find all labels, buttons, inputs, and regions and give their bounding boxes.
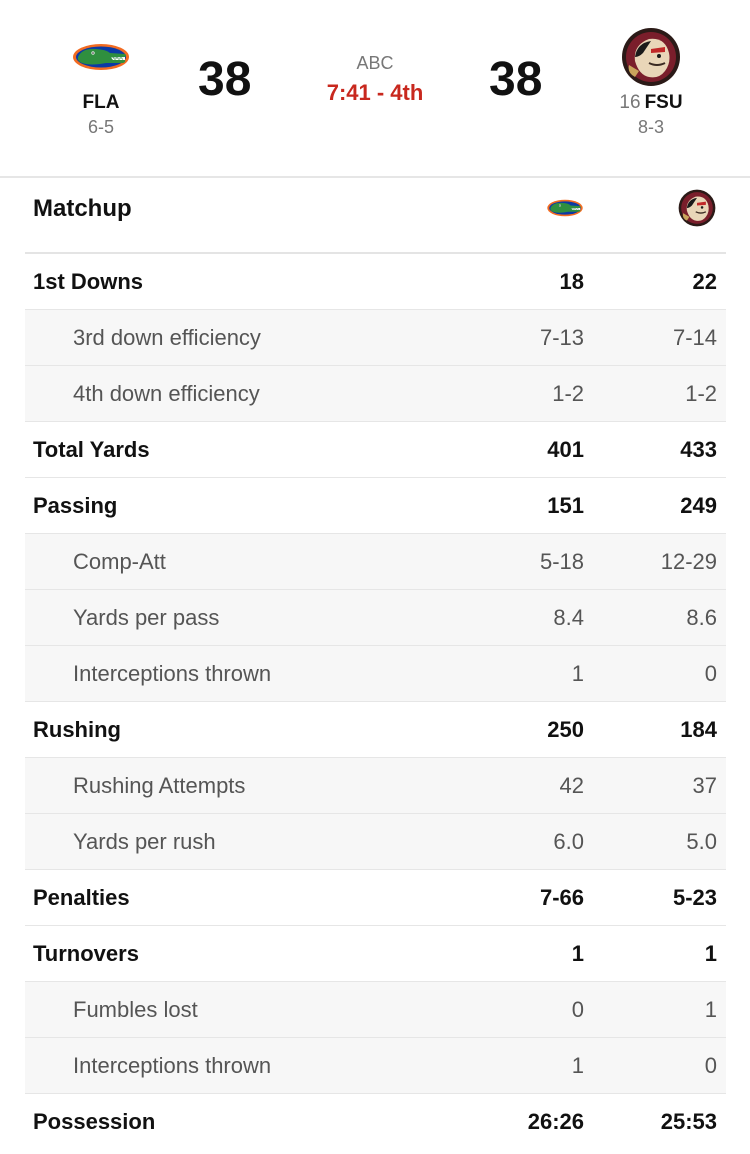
away-team-name: FLA <box>31 92 171 114</box>
home-stat-value: 1 <box>704 997 717 1022</box>
away-stat-value: 1 <box>571 941 584 966</box>
table-row: Interceptions thrown 1 0 <box>25 646 726 702</box>
away-stat-value: 26:26 <box>527 1109 584 1134</box>
matchup-table: Matchup 1st Downs 18 22 3rd down efficiency… <box>25 178 726 1150</box>
away-team-abbr: FLA <box>82 92 120 113</box>
stat-label: 4th down efficiency <box>73 381 260 406</box>
table-row: 1st Downs 18 22 <box>25 254 726 310</box>
away-team[interactable]: FLA 6-5 <box>31 28 171 138</box>
table-row: Penalties 7-66 5-23 <box>25 870 726 926</box>
broadcast-network: ABC <box>356 53 394 73</box>
away-stat-value: 18 <box>559 269 584 294</box>
gators-logo-icon <box>545 188 585 228</box>
home-stat-value: 5-23 <box>672 885 717 910</box>
scoreboard-header: FLA 6-5 38 ABC 7:41 - 4th 38 16 FSU 8-3 <box>0 0 750 178</box>
home-stat-value: 8.6 <box>686 605 717 630</box>
home-team-rank: 16 <box>619 92 641 113</box>
stat-label: Yards per rush <box>73 829 216 854</box>
home-stat-value: 12-29 <box>660 549 717 574</box>
stat-label: Yards per pass <box>73 605 220 630</box>
table-row: Fumbles lost 0 1 <box>25 982 726 1038</box>
seminoles-logo-icon <box>677 188 717 228</box>
away-stat-value: 401 <box>547 437 584 462</box>
away-stat-value: 250 <box>547 717 584 742</box>
stat-label: Turnovers <box>33 941 139 966</box>
table-row: Rushing Attempts 42 37 <box>25 758 726 814</box>
matchup-header: Matchup <box>25 178 726 254</box>
table-row: Yards per rush 6.0 5.0 <box>25 814 726 870</box>
away-team-record: 6-5 <box>87 117 114 137</box>
away-stat-value: 7-66 <box>539 885 584 910</box>
matchup-rows: 1st Downs 18 22 3rd down efficiency 7-13 7-14… <box>25 254 726 1150</box>
game-status: ABC 7:41 - 4th <box>275 52 475 106</box>
game-clock: 7:41 - 4th <box>326 80 424 105</box>
home-stat-value: 0 <box>704 661 717 686</box>
away-stat-value: 1-2 <box>552 381 584 406</box>
stat-label: Passing <box>33 493 118 518</box>
home-stat-value: 37 <box>692 773 717 798</box>
table-row: Possession 26:26 25:53 <box>25 1094 726 1150</box>
away-stat-value: 0 <box>571 997 584 1022</box>
home-team-record: 8-3 <box>637 117 664 137</box>
home-stat-value: 433 <box>680 437 717 462</box>
home-stat-value: 22 <box>692 269 717 294</box>
stat-label: Total Yards <box>33 437 150 462</box>
home-stat-value: 5.0 <box>686 829 717 854</box>
away-stat-value: 151 <box>547 493 584 518</box>
home-stat-value: 249 <box>680 493 717 518</box>
home-team-abbr: FSU <box>644 92 683 113</box>
table-row: Rushing 250 184 <box>25 702 726 758</box>
stat-label: Fumbles lost <box>73 997 198 1022</box>
stat-label: 3rd down efficiency <box>73 325 261 350</box>
stat-label: Penalties <box>33 885 130 910</box>
home-team[interactable]: 16 FSU 8-3 <box>581 28 721 138</box>
away-stat-value: 5-18 <box>539 549 584 574</box>
stat-label: Comp-Att <box>73 549 166 574</box>
stat-label: 1st Downs <box>33 269 144 294</box>
table-row: Turnovers 1 1 <box>25 926 726 982</box>
away-stat-value: 1 <box>571 1053 584 1078</box>
stat-label: Rushing <box>33 717 121 742</box>
table-row: Interceptions thrown 1 0 <box>25 1038 726 1094</box>
home-stat-value: 7-14 <box>672 325 717 350</box>
table-row: Passing 151 249 <box>25 478 726 534</box>
stat-label: Interceptions thrown <box>73 1053 272 1078</box>
home-team-name: 16 FSU <box>581 92 721 114</box>
table-row: 3rd down efficiency 7-13 7-14 <box>25 310 726 366</box>
stat-label: Possession <box>33 1109 156 1134</box>
matchup-title: Matchup <box>33 195 132 222</box>
away-stat-value: 7-13 <box>539 325 584 350</box>
away-stat-value: 1 <box>571 661 584 686</box>
stat-label: Interceptions thrown <box>73 661 272 686</box>
table-row: Comp-Att 5-18 12-29 <box>25 534 726 590</box>
home-score: 38 <box>489 53 543 106</box>
home-stat-value: 25:53 <box>660 1109 717 1134</box>
home-stat-value: 1 <box>704 941 717 966</box>
table-row: Total Yards 401 433 <box>25 422 726 478</box>
home-stat-value: 0 <box>704 1053 717 1078</box>
home-stat-value: 184 <box>680 717 717 742</box>
away-stat-value: 6.0 <box>553 829 584 854</box>
gators-logo-icon <box>31 28 171 86</box>
away-stat-value: 42 <box>559 773 584 798</box>
table-row: 4th down efficiency 1-2 1-2 <box>25 366 726 422</box>
away-score: 38 <box>198 53 252 106</box>
away-stat-value: 8.4 <box>553 605 584 630</box>
seminoles-logo-icon <box>581 28 721 86</box>
stat-label: Rushing Attempts <box>73 773 246 798</box>
home-stat-value: 1-2 <box>685 381 717 406</box>
table-row: Yards per pass 8.4 8.6 <box>25 590 726 646</box>
